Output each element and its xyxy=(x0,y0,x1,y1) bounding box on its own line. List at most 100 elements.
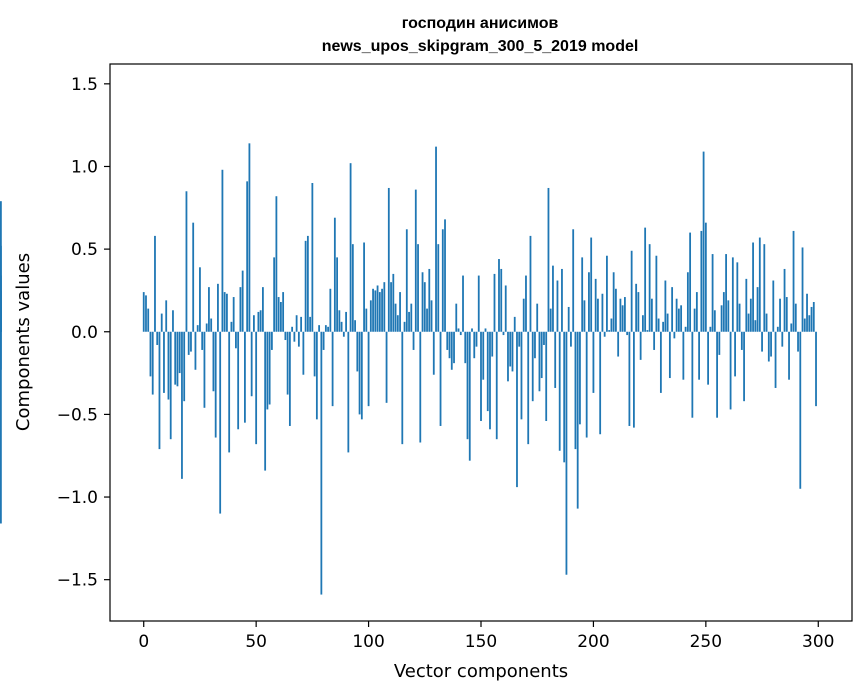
bar xyxy=(181,331,183,479)
bar xyxy=(671,287,674,332)
bar xyxy=(268,331,271,405)
bar xyxy=(408,311,410,332)
bar xyxy=(300,316,303,332)
bar xyxy=(641,315,644,332)
bar xyxy=(358,331,361,415)
bar xyxy=(345,311,347,332)
bar xyxy=(142,292,145,332)
bar xyxy=(801,247,804,332)
bar xyxy=(619,298,622,332)
bar xyxy=(574,331,577,450)
bar xyxy=(588,272,590,332)
bar xyxy=(439,331,442,426)
bar xyxy=(468,331,471,461)
bar xyxy=(606,255,608,332)
bar xyxy=(794,303,797,332)
bar xyxy=(583,300,586,332)
bar xyxy=(210,318,213,332)
bar xyxy=(815,331,817,407)
bar xyxy=(776,326,779,332)
bar xyxy=(419,331,422,443)
bar xyxy=(410,303,413,332)
bar xyxy=(232,297,235,332)
bar xyxy=(592,331,595,393)
bar xyxy=(466,331,469,440)
bar xyxy=(351,244,354,332)
bar xyxy=(484,328,487,332)
bar xyxy=(529,235,532,332)
bar xyxy=(792,230,795,332)
bar xyxy=(785,297,788,332)
bar xyxy=(803,318,806,332)
bar xyxy=(221,169,224,332)
bar xyxy=(522,298,525,332)
bar xyxy=(212,331,215,392)
bar xyxy=(169,331,172,440)
bar xyxy=(223,292,226,332)
bar xyxy=(630,250,633,332)
bar xyxy=(489,331,491,430)
bar xyxy=(538,331,541,392)
bar xyxy=(151,331,154,395)
bar xyxy=(147,308,150,332)
bar xyxy=(228,331,231,453)
bar xyxy=(603,331,606,337)
bar xyxy=(183,331,186,402)
bar xyxy=(790,323,793,332)
bar xyxy=(324,325,327,332)
bar xyxy=(628,331,631,426)
bar xyxy=(774,331,777,388)
chart-subtitle: news_upos_skipgram_300_5_2019 model xyxy=(322,38,639,55)
bar xyxy=(336,257,338,332)
bar xyxy=(576,331,579,509)
bar xyxy=(360,331,363,420)
bar xyxy=(365,308,368,332)
bar xyxy=(758,237,761,332)
bar xyxy=(556,280,559,332)
bar xyxy=(684,326,687,332)
bar xyxy=(244,331,246,423)
bar xyxy=(176,331,179,387)
bar xyxy=(594,278,597,332)
bar xyxy=(385,331,388,403)
bar xyxy=(761,331,763,352)
bar xyxy=(554,331,557,388)
bar xyxy=(275,196,278,332)
x-tick-label: 0 xyxy=(138,632,149,652)
x-tick-label: 50 xyxy=(245,632,267,652)
bar xyxy=(639,331,642,360)
bar xyxy=(154,235,156,332)
bar xyxy=(241,270,244,332)
bar xyxy=(356,331,359,372)
bar xyxy=(779,298,781,332)
bar xyxy=(615,288,617,332)
bar xyxy=(205,323,208,332)
bar xyxy=(248,143,251,332)
chart-title: господин анисимов xyxy=(402,15,559,32)
bar xyxy=(509,331,512,367)
bar xyxy=(387,187,390,332)
bar xyxy=(610,318,613,332)
bar xyxy=(747,313,750,332)
bar xyxy=(390,282,392,332)
bar xyxy=(812,302,815,332)
bar xyxy=(480,331,482,422)
bar xyxy=(178,331,181,374)
bar xyxy=(644,227,647,332)
bar xyxy=(430,300,433,332)
y-axis: 1.5 1.0 0.5 0.0 −0.5 −1.0 −1.5 xyxy=(57,75,110,591)
bar xyxy=(763,244,766,332)
bar xyxy=(315,331,318,420)
bar xyxy=(0,331,2,524)
bar xyxy=(572,229,575,332)
bar xyxy=(704,222,707,332)
bar xyxy=(349,163,352,332)
bar xyxy=(394,303,397,332)
bar xyxy=(507,331,509,382)
bar xyxy=(237,331,240,430)
bar xyxy=(421,272,424,332)
bar xyxy=(405,229,408,332)
bar xyxy=(214,331,217,438)
bar xyxy=(579,331,581,425)
bar xyxy=(309,316,312,332)
